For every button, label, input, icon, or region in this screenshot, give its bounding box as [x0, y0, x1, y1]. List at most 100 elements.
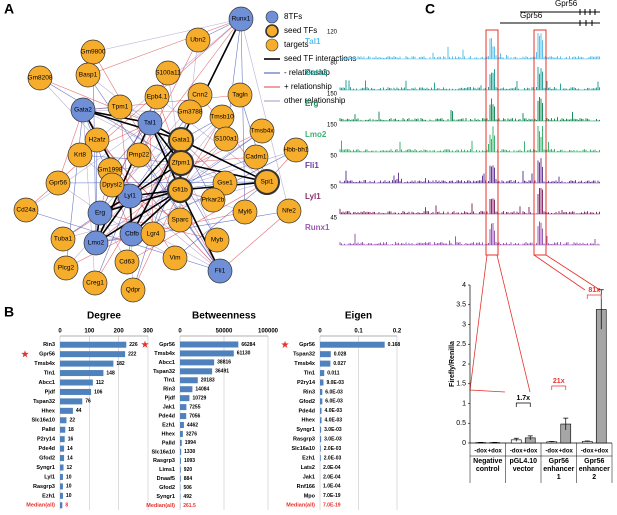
gene-label: Gpr56: [555, 0, 578, 8]
edge: [129, 130, 263, 197]
edge: [95, 139, 98, 244]
legend-label: other relationship: [284, 96, 346, 105]
y-tick-label: Gpr56: [159, 342, 175, 348]
node: [177, 99, 203, 125]
node-label: Lyl1: [124, 193, 136, 200]
bar: [320, 455, 321, 462]
node-label: Krt8: [74, 152, 86, 159]
x-tick-label: 100000: [258, 329, 279, 335]
y-tick-label: Tmsb4x: [34, 361, 56, 367]
value-label: 4.0E-03: [325, 408, 343, 414]
y-tick-label: Hhex: [42, 408, 56, 414]
y-tick-label: Rasgrp3: [153, 458, 175, 464]
value-label: 4.0E-03: [325, 418, 343, 424]
value-label: 222: [128, 351, 137, 357]
annotation-bracket: [551, 385, 567, 390]
node: [67, 142, 93, 168]
bar: [180, 386, 193, 393]
y-tick-label: Abcc1: [158, 360, 175, 366]
edge: [92, 18, 242, 53]
bar: [60, 455, 65, 462]
value-label: 10: [66, 484, 72, 490]
node-label: Gata2: [74, 107, 92, 114]
node: [207, 258, 233, 284]
node: [249, 118, 275, 144]
y-tick-label: Ezh1: [42, 493, 55, 499]
y-tick-label: Gfod2: [299, 399, 315, 405]
value-label: 1.0E-04: [323, 484, 341, 490]
y-tick-label: P2ry14: [37, 437, 56, 443]
track-name: Lmo2: [305, 130, 327, 139]
value-label: 2.0E-03: [324, 446, 342, 452]
y-tick-label: Tspan32: [293, 352, 315, 358]
value-label: 1994: [185, 440, 196, 446]
node-label: Zfpm1: [172, 160, 191, 167]
bar: [180, 448, 182, 455]
bar: [180, 404, 187, 411]
value-label: 16: [68, 436, 74, 442]
track-scale: 50: [330, 185, 337, 191]
track-signal: [339, 33, 600, 59]
bar: [180, 341, 239, 348]
value-label: 506: [183, 485, 192, 491]
bar: [60, 483, 63, 490]
bar: [320, 426, 322, 433]
y-tick-label: Pde4d: [298, 408, 315, 414]
node-label: Cadm1: [246, 154, 267, 161]
y-tick-label: Palld: [162, 440, 175, 446]
panel-label: B: [4, 304, 14, 320]
legend-swatch: [265, 24, 279, 38]
annotation-bracket: [586, 294, 602, 299]
y-tick-label: 3: [462, 321, 466, 328]
node-label: Tal1: [144, 120, 156, 127]
node: [144, 84, 170, 110]
y-tick-label: Lyl1: [44, 474, 55, 480]
bar: [60, 502, 63, 509]
x-tick-label: Gpr56 enhancer 2: [578, 458, 610, 481]
x-tick-label: 0: [58, 329, 62, 335]
error-bar: [563, 417, 569, 430]
y-tick-label: Rin3: [163, 387, 175, 393]
y-tick-label: Gfod2: [39, 456, 55, 462]
node-label: Prkar2b: [202, 197, 225, 204]
x-tick-label: Gpr56 enhancer 1: [543, 458, 575, 481]
legend-label: + relationship: [284, 82, 332, 91]
node: [232, 199, 258, 225]
bar: [180, 475, 181, 482]
y-tick-label: Hhex: [302, 418, 316, 424]
bar: [180, 457, 181, 464]
bar: [60, 351, 126, 358]
chart-title: Betweenness: [192, 311, 256, 322]
node: [228, 6, 254, 32]
gene-model: [500, 9, 600, 26]
track-scale: 150: [327, 92, 338, 98]
node-label: Tpm1: [112, 104, 129, 111]
bar: [180, 395, 190, 402]
bar: [320, 445, 321, 452]
track-scale: 150: [327, 123, 338, 129]
bar: [60, 464, 64, 471]
panel-label: C: [425, 1, 435, 17]
value-label: 9.0E-03: [326, 380, 344, 386]
bar: [60, 436, 65, 443]
node: [50, 226, 76, 252]
node: [243, 144, 269, 170]
highlight-box: [485, 29, 499, 256]
node-label: Myl6: [238, 209, 252, 216]
node-label: Sparc: [172, 217, 190, 224]
track-name: Erg: [305, 99, 318, 108]
y-tick-label: Mpo: [304, 493, 316, 499]
y-tick-label: P2ry14: [297, 380, 316, 386]
node: [204, 227, 230, 253]
y-tick-label: Tln1: [44, 371, 55, 377]
value-label: 14: [67, 446, 73, 452]
annotation-bracket: [515, 402, 531, 407]
track-name: Lyl1: [305, 192, 321, 201]
node-label: Ubn2: [190, 37, 206, 44]
y-tick-label: Pjdf: [165, 396, 176, 402]
value-label: 7.0E-19: [323, 503, 341, 509]
node-label: Gm1998: [98, 167, 123, 174]
node-label: Gpr56: [49, 180, 67, 187]
track-scale: 120: [327, 30, 338, 36]
value-label: 10729: [192, 395, 206, 401]
